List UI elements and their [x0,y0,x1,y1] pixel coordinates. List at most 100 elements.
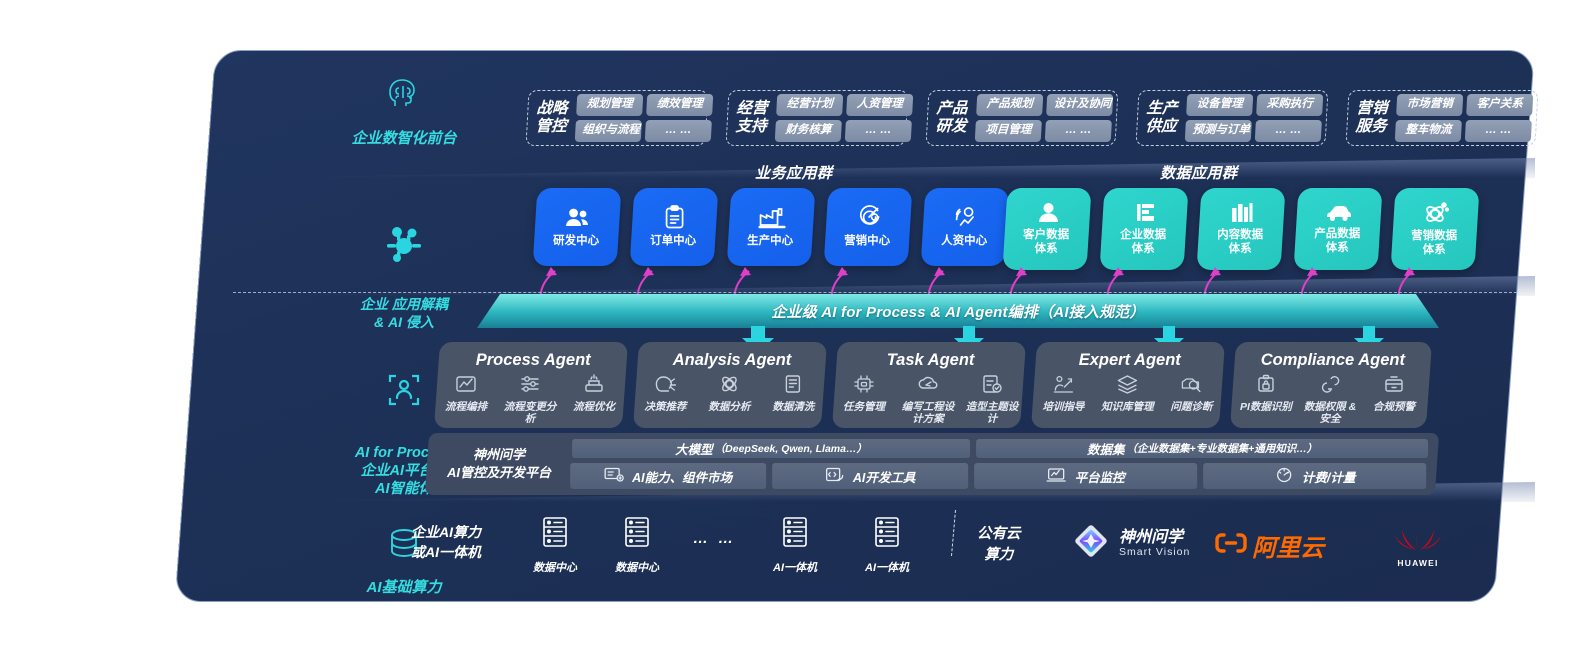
rail-label: AI基础算力 [366,578,442,596]
group-cell[interactable]: 设计及协同 [1046,94,1114,116]
agent-capability[interactable]: 知识库管理 [1098,374,1156,413]
platform-tile-components[interactable]: AI能力、组件市场 [570,463,767,489]
agent-capability[interactable]: 造型主题设计 [963,374,1021,425]
group-cell[interactable]: … … [844,120,912,142]
alert-box-icon [1383,374,1405,399]
app-card-hr[interactable]: 人资中心 [920,188,1010,266]
data-card-content[interactable]: 内容数据 体系 [1196,188,1286,270]
app-card-label: 研发中心 [553,234,600,247]
agent-card-compliance[interactable]: Compliance Agent PI数据识别 数据权限 & 安全 [1229,342,1433,428]
agent-capability[interactable]: 数据清洗 [764,374,822,413]
group-cell[interactable]: 整车物流 [1394,120,1462,142]
components-icon [604,467,624,486]
agent-card-analysis[interactable]: Analysis Agent 决策推荐 数据分析 [632,342,828,428]
vendor-aliyun[interactable]: 阿里云 [1215,528,1324,563]
group-cell[interactable]: … … [1044,120,1112,142]
app-card-label: 订单中心 [650,235,697,248]
capability-label: 问题诊断 [1170,401,1213,413]
data-card-marketing[interactable]: 营销数据 体系 [1390,188,1480,270]
agent-capability[interactable]: 问题诊断 [1162,374,1220,413]
ai-platform-bar[interactable]: 神州问学 AI管控及开发平台 大模型 （DeepSeek, Qwen, Llam… [424,433,1440,495]
rail-item-decoupling[interactable]: 企业 应用解耦 & AI 侵入 [315,185,493,331]
smartvision-logo [1070,520,1112,567]
gauge-icon [1274,467,1294,486]
app-card-order[interactable]: 订单中心 [629,188,719,266]
atom-gear-icon [718,374,740,399]
infra-datacenter-1[interactable]: 数据中心 [533,515,577,575]
data-card-enterprise[interactable]: 企业数据 体系 [1099,188,1189,270]
agent-capability[interactable]: 流程变更分析 [501,374,559,425]
rail-item-infrastructure[interactable]: AI基础算力 [315,523,493,598]
vendor-name: 神州问学 [1119,528,1184,546]
platform-models-header[interactable]: 大模型 （DeepSeek, Qwen, Llama…） [572,439,971,458]
strategy-group-4[interactable]: 营销 服务 市场营销 客户关系 整车物流 … … [1345,90,1539,146]
agent-capability[interactable]: 流程优化 [565,374,623,413]
group-cell[interactable]: … … [1464,120,1532,142]
platform-tile-billing[interactable]: 计费/计量 [1203,463,1427,489]
teach-icon [1052,374,1074,399]
group-cell[interactable]: 组织与流程 [574,120,642,142]
agent-capability[interactable]: 编写工程设计方案 [899,374,957,425]
data-card-product[interactable]: 产品数据 体系 [1293,188,1383,270]
infra-label: 公有云 算力 [977,526,1021,563]
vendor-name: 阿里云 [1252,535,1324,562]
agent-card-expert[interactable]: Expert Agent 培训指导 知识库管理 [1030,342,1226,428]
agent-capability[interactable]: 任务管理 [835,374,893,413]
group-cell[interactable]: 预测与订单 [1184,120,1252,142]
strategy-group-0[interactable]: 战略 管控 规划管理 绩效管理 组织与流程 … … [525,90,714,146]
agent-card-task[interactable]: Task Agent 任务管理 编写工程设计方案 [831,342,1027,428]
strategy-group-2[interactable]: 产品 研发 产品规划 设计及协同 项目管理 … … [925,90,1119,146]
tile-label: AI开发工具 [852,470,916,485]
capability-label: 决策推荐 [644,401,687,413]
app-card-rd[interactable]: 研发中心 [532,188,622,266]
agent-capability[interactable]: 决策推荐 [636,374,694,413]
vendor-huawei[interactable]: HUAWEI [1395,518,1441,568]
agent-capability[interactable]: 数据分析 [700,374,758,413]
group-cell[interactable]: 财务核算 [774,120,842,142]
capability-label: 知识库管理 [1101,401,1154,413]
tile-label: 平台监控 [1074,470,1125,485]
target-icon [859,205,879,225]
agent-capability[interactable]: PI数据识别 [1237,374,1295,413]
network-icon [853,374,875,399]
ai-orchestration-banner[interactable]: 企业级 AI for Process & AI Agent编排（AI接入规范） [477,294,1439,328]
agent-capability[interactable]: 合规预警 [1365,374,1423,413]
platform-datasets-header[interactable]: 数据集 （企业数据集+专业数据集+通用知识…） [976,439,1429,458]
app-card-production[interactable]: 生产中心 [726,188,816,266]
agent-capability[interactable]: 培训指导 [1034,374,1092,413]
platform-tile-devtools[interactable]: AI开发工具 [772,463,969,489]
group-cell[interactable]: 人资管理 [846,94,914,116]
data-card-customer[interactable]: 客户数据 体系 [1002,188,1092,270]
huawei-logo [1395,518,1441,557]
vendor-smartvision[interactable]: 神州问学 Smart Vision [1070,520,1190,567]
app-card-marketing[interactable]: 营销中心 [823,188,913,266]
head-bulb-icon [654,374,677,399]
group-cell[interactable]: 绩效管理 [646,94,714,116]
capability-label: 任务管理 [842,401,885,413]
group-cell[interactable]: 客户关系 [1466,94,1534,116]
group-cell[interactable]: 规划管理 [576,94,644,116]
agent-capability[interactable]: 数据权限 & 安全 [1301,374,1359,425]
infra-label: … … [693,530,737,547]
platform-tile-monitoring[interactable]: 平台监控 [974,463,1198,489]
strategy-group-3[interactable]: 生产 供应 设备管理 采购执行 预测与订单 … … [1135,90,1329,146]
group-cell[interactable]: 设备管理 [1186,94,1254,116]
group-cell[interactable]: 采购执行 [1256,94,1324,116]
group-cell[interactable]: 项目管理 [974,120,1042,142]
group-cell[interactable]: 经营计划 [776,94,844,116]
infra-ai-appliance-1[interactable]: AI一体机 [773,515,817,575]
infra-ai-appliance-2[interactable]: AI一体机 [865,515,909,575]
group-cell[interactable]: … … [1254,120,1322,142]
agent-title: Process Agent [475,351,591,369]
agent-card-process[interactable]: Process Agent 流程编排 流程变更分析 [433,342,629,428]
doc-check-icon [981,374,1003,399]
group-cell[interactable]: 市场营销 [1396,94,1464,116]
strategy-group-1[interactable]: 经营 支持 经营计划 人资管理 财务核算 … … [725,90,914,146]
group-cell[interactable]: 产品规划 [976,94,1044,116]
app-card-label: 生产中心 [747,234,794,247]
group-cell[interactable]: … … [644,120,712,142]
rail-item-frontend[interactable]: 企业数智化前台 [315,72,493,149]
infra-datacenter-2[interactable]: 数据中心 [615,515,659,575]
agent-capability[interactable]: 流程编排 [437,374,495,413]
tile-label: AI能力、组件市场 [632,470,733,485]
